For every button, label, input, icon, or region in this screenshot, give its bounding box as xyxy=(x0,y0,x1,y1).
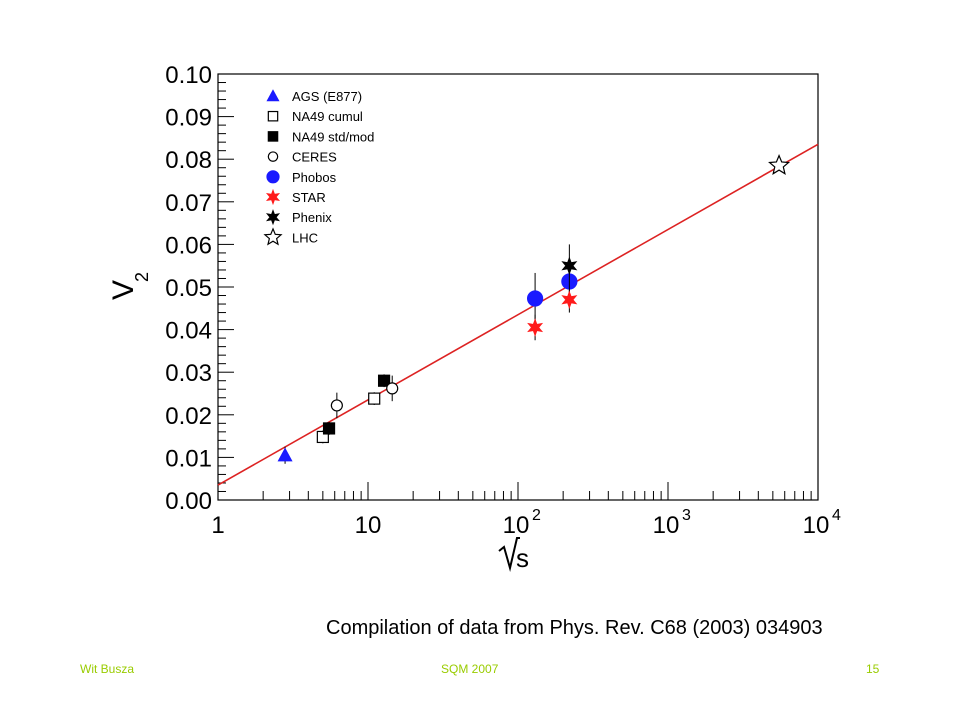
x-tick-label: 10 xyxy=(803,512,830,539)
y-axis-title: V 2 xyxy=(107,272,152,300)
legend-label-phobos: Phobos xyxy=(292,170,337,185)
legend-marker-phenix xyxy=(265,209,281,226)
legend-marker-ags-e877 xyxy=(266,89,280,102)
x-tick-label: 10 xyxy=(355,512,382,539)
footer-conference: SQM 2007 xyxy=(441,662,499,676)
legend-marker-phobos xyxy=(266,170,280,184)
legend-marker-star xyxy=(265,188,281,206)
caption: Compilation of data from Phys. Rev. C68 … xyxy=(326,617,823,639)
y-axis-title-main: V xyxy=(107,280,140,300)
point-phenix xyxy=(561,256,578,275)
legend-marker-ceres xyxy=(267,151,279,162)
point-star xyxy=(561,290,578,310)
y-tick-label: 0.02 xyxy=(165,403,212,430)
sqrt-sign xyxy=(498,537,520,572)
x-tick-label-exponent: 3 xyxy=(682,507,691,524)
point-na49-std-mod xyxy=(322,422,336,435)
legend-label-na49-cumul: NA49 cumul xyxy=(292,109,363,124)
legend-marker-na49-cumul xyxy=(267,110,279,122)
point-lhc xyxy=(768,154,791,175)
x-axis-title: s xyxy=(498,537,529,573)
x-tick-label: 10 xyxy=(653,512,680,539)
point-ceres xyxy=(330,399,343,412)
point-phobos xyxy=(526,290,544,307)
point-na49-std-mod xyxy=(377,374,391,387)
y-tick-label: 0.04 xyxy=(165,318,212,345)
legend-label-star: STAR xyxy=(292,190,326,205)
legend-label-lhc: LHC xyxy=(292,230,318,245)
data-points xyxy=(277,154,791,464)
point-ags-e877 xyxy=(277,447,293,462)
fit-line xyxy=(217,143,819,486)
point-na49-cumul xyxy=(368,392,381,405)
y-tick-label: 0.10 xyxy=(165,62,212,89)
x-tick-label-exponent: 2 xyxy=(532,507,541,524)
x-axis-title-text: s xyxy=(516,543,529,573)
x-axis: 1 10 10 2 10 3 10 4 xyxy=(211,482,841,539)
legend: AGS (E877) NA49 cumul NA49 std/mod CERES Pho… xyxy=(263,89,374,246)
legend-label-phenix: Phenix xyxy=(292,210,332,225)
y-tick-label: 0.03 xyxy=(165,360,212,387)
legend-label-ceres: CERES xyxy=(292,150,337,165)
y-axis-title-subscript: 2 xyxy=(132,272,152,282)
x-tick-label: 10 xyxy=(503,512,530,539)
y-tick-label: 0.05 xyxy=(165,275,212,302)
y-tick-label: 0.06 xyxy=(165,232,212,259)
point-na49-cumul xyxy=(316,430,329,444)
y-tick-label: 0.09 xyxy=(165,105,212,132)
legend-marker-lhc xyxy=(263,227,283,246)
y-tick-label: 0.08 xyxy=(165,147,212,174)
y-tick-label: 0.00 xyxy=(165,488,212,515)
y-axis: 0.00 0.01 0.02 0.03 0.04 0.05 0.06 0.07 0.08 0.09… xyxy=(165,62,234,515)
y-tick-label: 0.07 xyxy=(165,190,212,217)
point-star xyxy=(527,318,544,337)
footer-author: Wit Busza xyxy=(80,662,135,676)
legend-marker-na49-std-mod xyxy=(267,131,279,142)
y-tick-label: 0.01 xyxy=(165,445,212,472)
legend-label-na49-std-mod: NA49 std/mod xyxy=(292,129,374,144)
x-tick-label: 1 xyxy=(211,512,224,539)
footer-page-number: 15 xyxy=(866,662,880,676)
legend-label-ags-e877: AGS (E877) xyxy=(292,89,362,104)
point-ceres xyxy=(386,382,399,395)
x-tick-label-exponent: 4 xyxy=(832,507,841,524)
